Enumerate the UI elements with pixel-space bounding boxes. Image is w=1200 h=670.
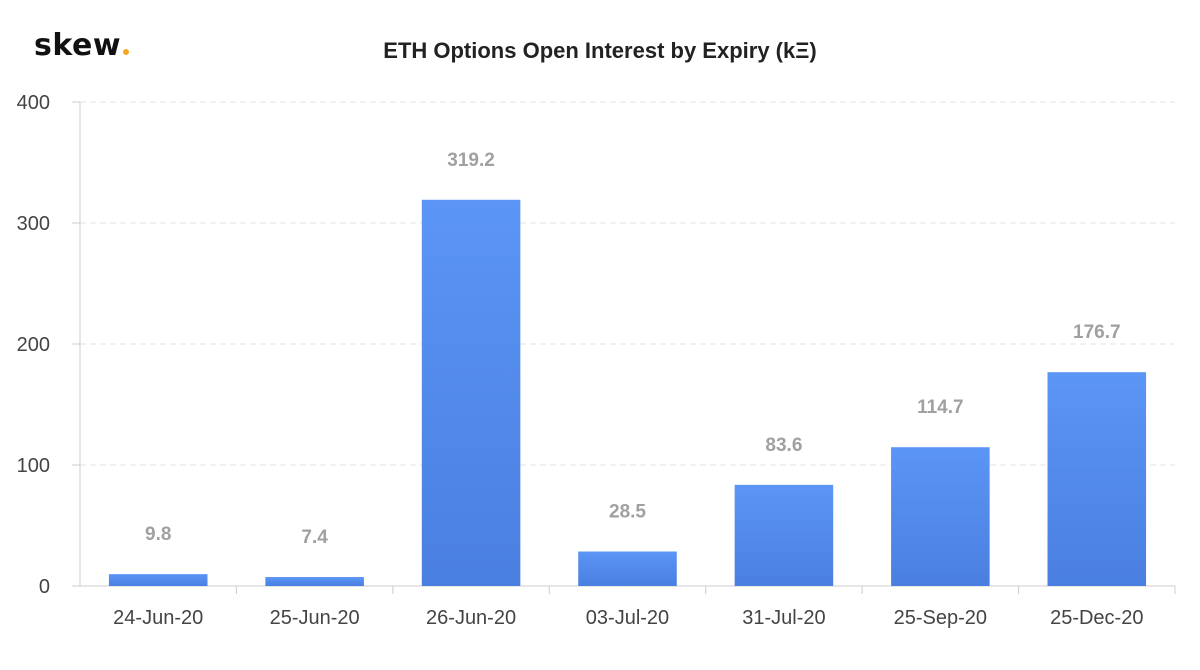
data-label: 9.8 xyxy=(145,524,171,545)
x-tick-label: 31-Jul-20 xyxy=(742,607,825,629)
data-label: 176.7 xyxy=(1073,322,1121,343)
x-tick-label: 25-Sep-20 xyxy=(894,607,987,629)
data-labels: 9.8 7.4 319.2 28.5 83.6 114.7 176.7 xyxy=(145,150,1121,548)
bar xyxy=(1047,372,1147,586)
bar xyxy=(421,199,521,586)
y-tick-label: 0 xyxy=(39,576,50,598)
chart-title: ETH Options Open Interest by Expiry (kΞ) xyxy=(383,38,817,63)
logo-text: skew xyxy=(34,28,122,63)
y-tick-labels: 0 100 200 300 400 xyxy=(17,92,50,598)
x-tick-label: 24-Jun-20 xyxy=(113,607,203,629)
logo-dot xyxy=(123,49,130,55)
skew-logo: skew xyxy=(34,28,130,63)
y-tick-label: 300 xyxy=(17,213,50,235)
bar xyxy=(734,484,834,586)
data-label: 83.6 xyxy=(765,435,802,456)
x-tick-labels: 24-Jun-20 25-Jun-20 26-Jun-20 03-Jul-20 31-J… xyxy=(113,607,1143,629)
bar xyxy=(108,574,208,586)
x-tick-label: 25-Dec-20 xyxy=(1050,607,1143,629)
data-label: 114.7 xyxy=(917,397,964,418)
bar xyxy=(265,577,364,586)
x-tick-label: 03-Jul-20 xyxy=(586,607,669,629)
x-tick-label: 26-Jun-20 xyxy=(426,607,516,629)
bar xyxy=(578,551,677,586)
data-label: 319.2 xyxy=(447,150,495,171)
x-tick-label: 25-Jun-20 xyxy=(270,607,360,629)
data-label: 7.4 xyxy=(301,527,328,548)
data-label: 28.5 xyxy=(609,502,646,523)
bar xyxy=(891,447,990,586)
bars xyxy=(108,199,1147,586)
y-tick-label: 400 xyxy=(17,92,50,114)
y-tick-label: 200 xyxy=(17,334,50,356)
y-tick-label: 100 xyxy=(17,455,50,477)
grid-lines xyxy=(80,101,1175,466)
